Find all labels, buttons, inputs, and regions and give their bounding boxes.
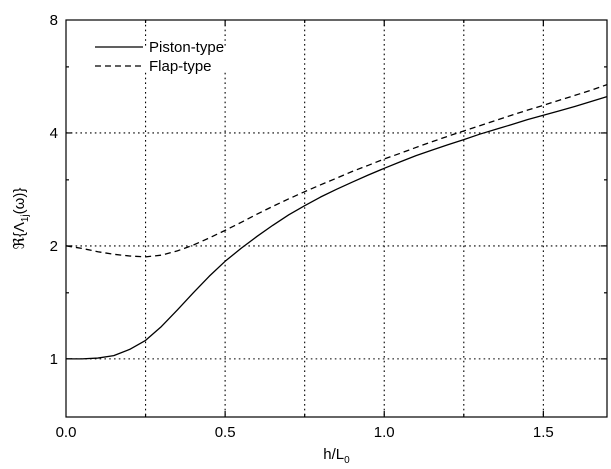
x-tick-label: 0.5 [215,424,236,441]
x-tick-label: 1.0 [374,424,395,441]
y-tick-label: 2 [50,238,58,255]
y-axis-label: ℜ{Λ1j(ω)} [11,188,31,250]
series-line-flap-type [65,84,608,258]
x-axis-label-main: h/L [323,446,344,463]
y-axis-label-subscript: 1j [20,214,31,222]
legend-label-piston-type: Piston-type [149,39,224,56]
y-axis-label-main: ℜ{Λ [11,222,28,249]
ticks [66,20,607,417]
y-tick-label: 8 [50,12,58,29]
tick-labels: 0.0 0.5 1.0 1.5 1 2 4 8 [50,12,554,441]
series-line-piston-type [66,95,608,360]
x-tick-label: 1.5 [533,424,554,441]
series-layer [65,84,608,360]
legend: Piston-type Flap-type [90,39,280,75]
grid [66,20,607,417]
x-tick-label: 0.0 [56,424,77,441]
legend-background [90,46,280,72]
plot-frame [65,19,608,418]
y-axis-label-tail: (ω)} [11,188,28,215]
y-tick-label: 1 [50,351,58,368]
legend-label-flap-type: Flap-type [149,58,212,75]
x-axis-label-subscript: 0 [344,455,350,466]
y-tick-label: 4 [50,125,58,142]
x-axis-label: h/L0 [323,446,350,466]
